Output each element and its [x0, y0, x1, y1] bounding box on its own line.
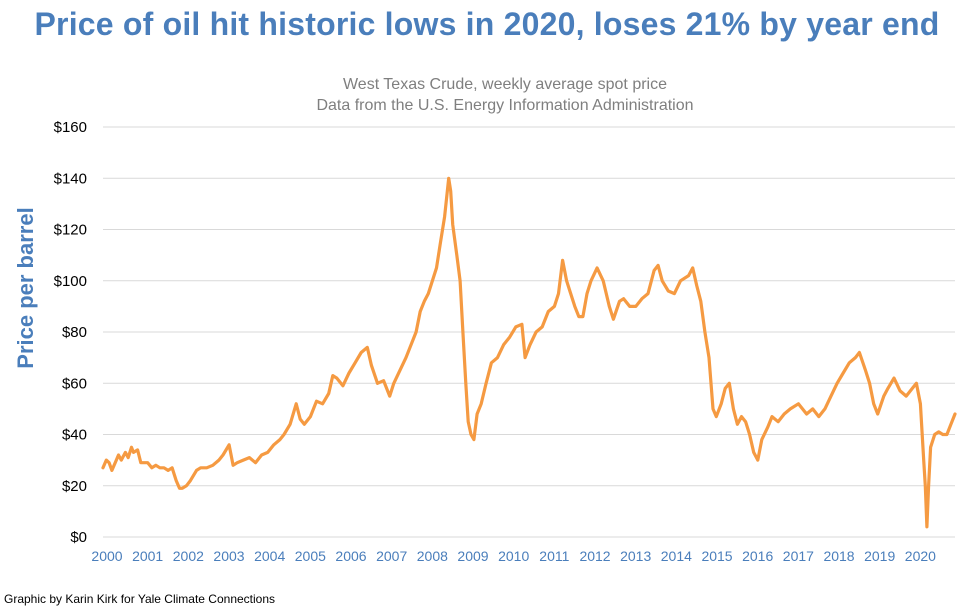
y-tick-label: $160: [54, 119, 87, 136]
series-line: [101, 176, 957, 529]
y-tick-label: $40: [62, 427, 87, 444]
y-tick-label: $0: [70, 529, 87, 546]
x-tick-label: 2001: [132, 548, 163, 564]
chart-subtitle: West Texas Crude, weekly average spot pr…: [342, 76, 667, 93]
y-tick-label: $80: [62, 324, 87, 341]
x-tick-label: 2005: [295, 548, 326, 564]
y-tick-label: $20: [62, 478, 87, 495]
y-tick-label: $100: [54, 273, 87, 290]
x-tick-label: 2015: [701, 548, 732, 564]
x-tick-label: 2007: [376, 548, 407, 564]
y-tick-label: $60: [62, 375, 87, 392]
x-tick-label: 2018: [823, 548, 854, 564]
x-tick-label: 2020: [905, 548, 936, 564]
y-tick-label: $120: [54, 222, 87, 239]
x-tick-label: 2009: [457, 548, 488, 564]
x-tick-label: 2013: [620, 548, 651, 564]
chart-source-note: Data from the U.S. Energy Information Ad…: [316, 97, 694, 114]
graphic-credit: Graphic by Karin Kirk for Yale Climate C…: [4, 592, 276, 606]
x-tick-label: 2017: [783, 548, 814, 564]
x-tick-label: 2012: [579, 548, 610, 564]
x-tick-label: 2019: [864, 548, 895, 564]
x-tick-label: 2016: [742, 548, 773, 564]
x-tick-label: 2002: [173, 548, 204, 564]
x-tick-label: 2003: [213, 548, 244, 564]
x-tick-label: 2008: [417, 548, 448, 564]
y-tick-label: $140: [54, 170, 87, 187]
x-tick-label: 2014: [661, 548, 692, 564]
x-tick-label: 2004: [254, 548, 285, 564]
x-tick-label: 2010: [498, 548, 529, 564]
x-tick-label: 2006: [335, 548, 366, 564]
x-tick-label: 2011: [539, 548, 569, 564]
x-tick-label: 2000: [91, 548, 122, 564]
chart-title: Price of oil hit historic lows in 2020, …: [34, 6, 940, 42]
